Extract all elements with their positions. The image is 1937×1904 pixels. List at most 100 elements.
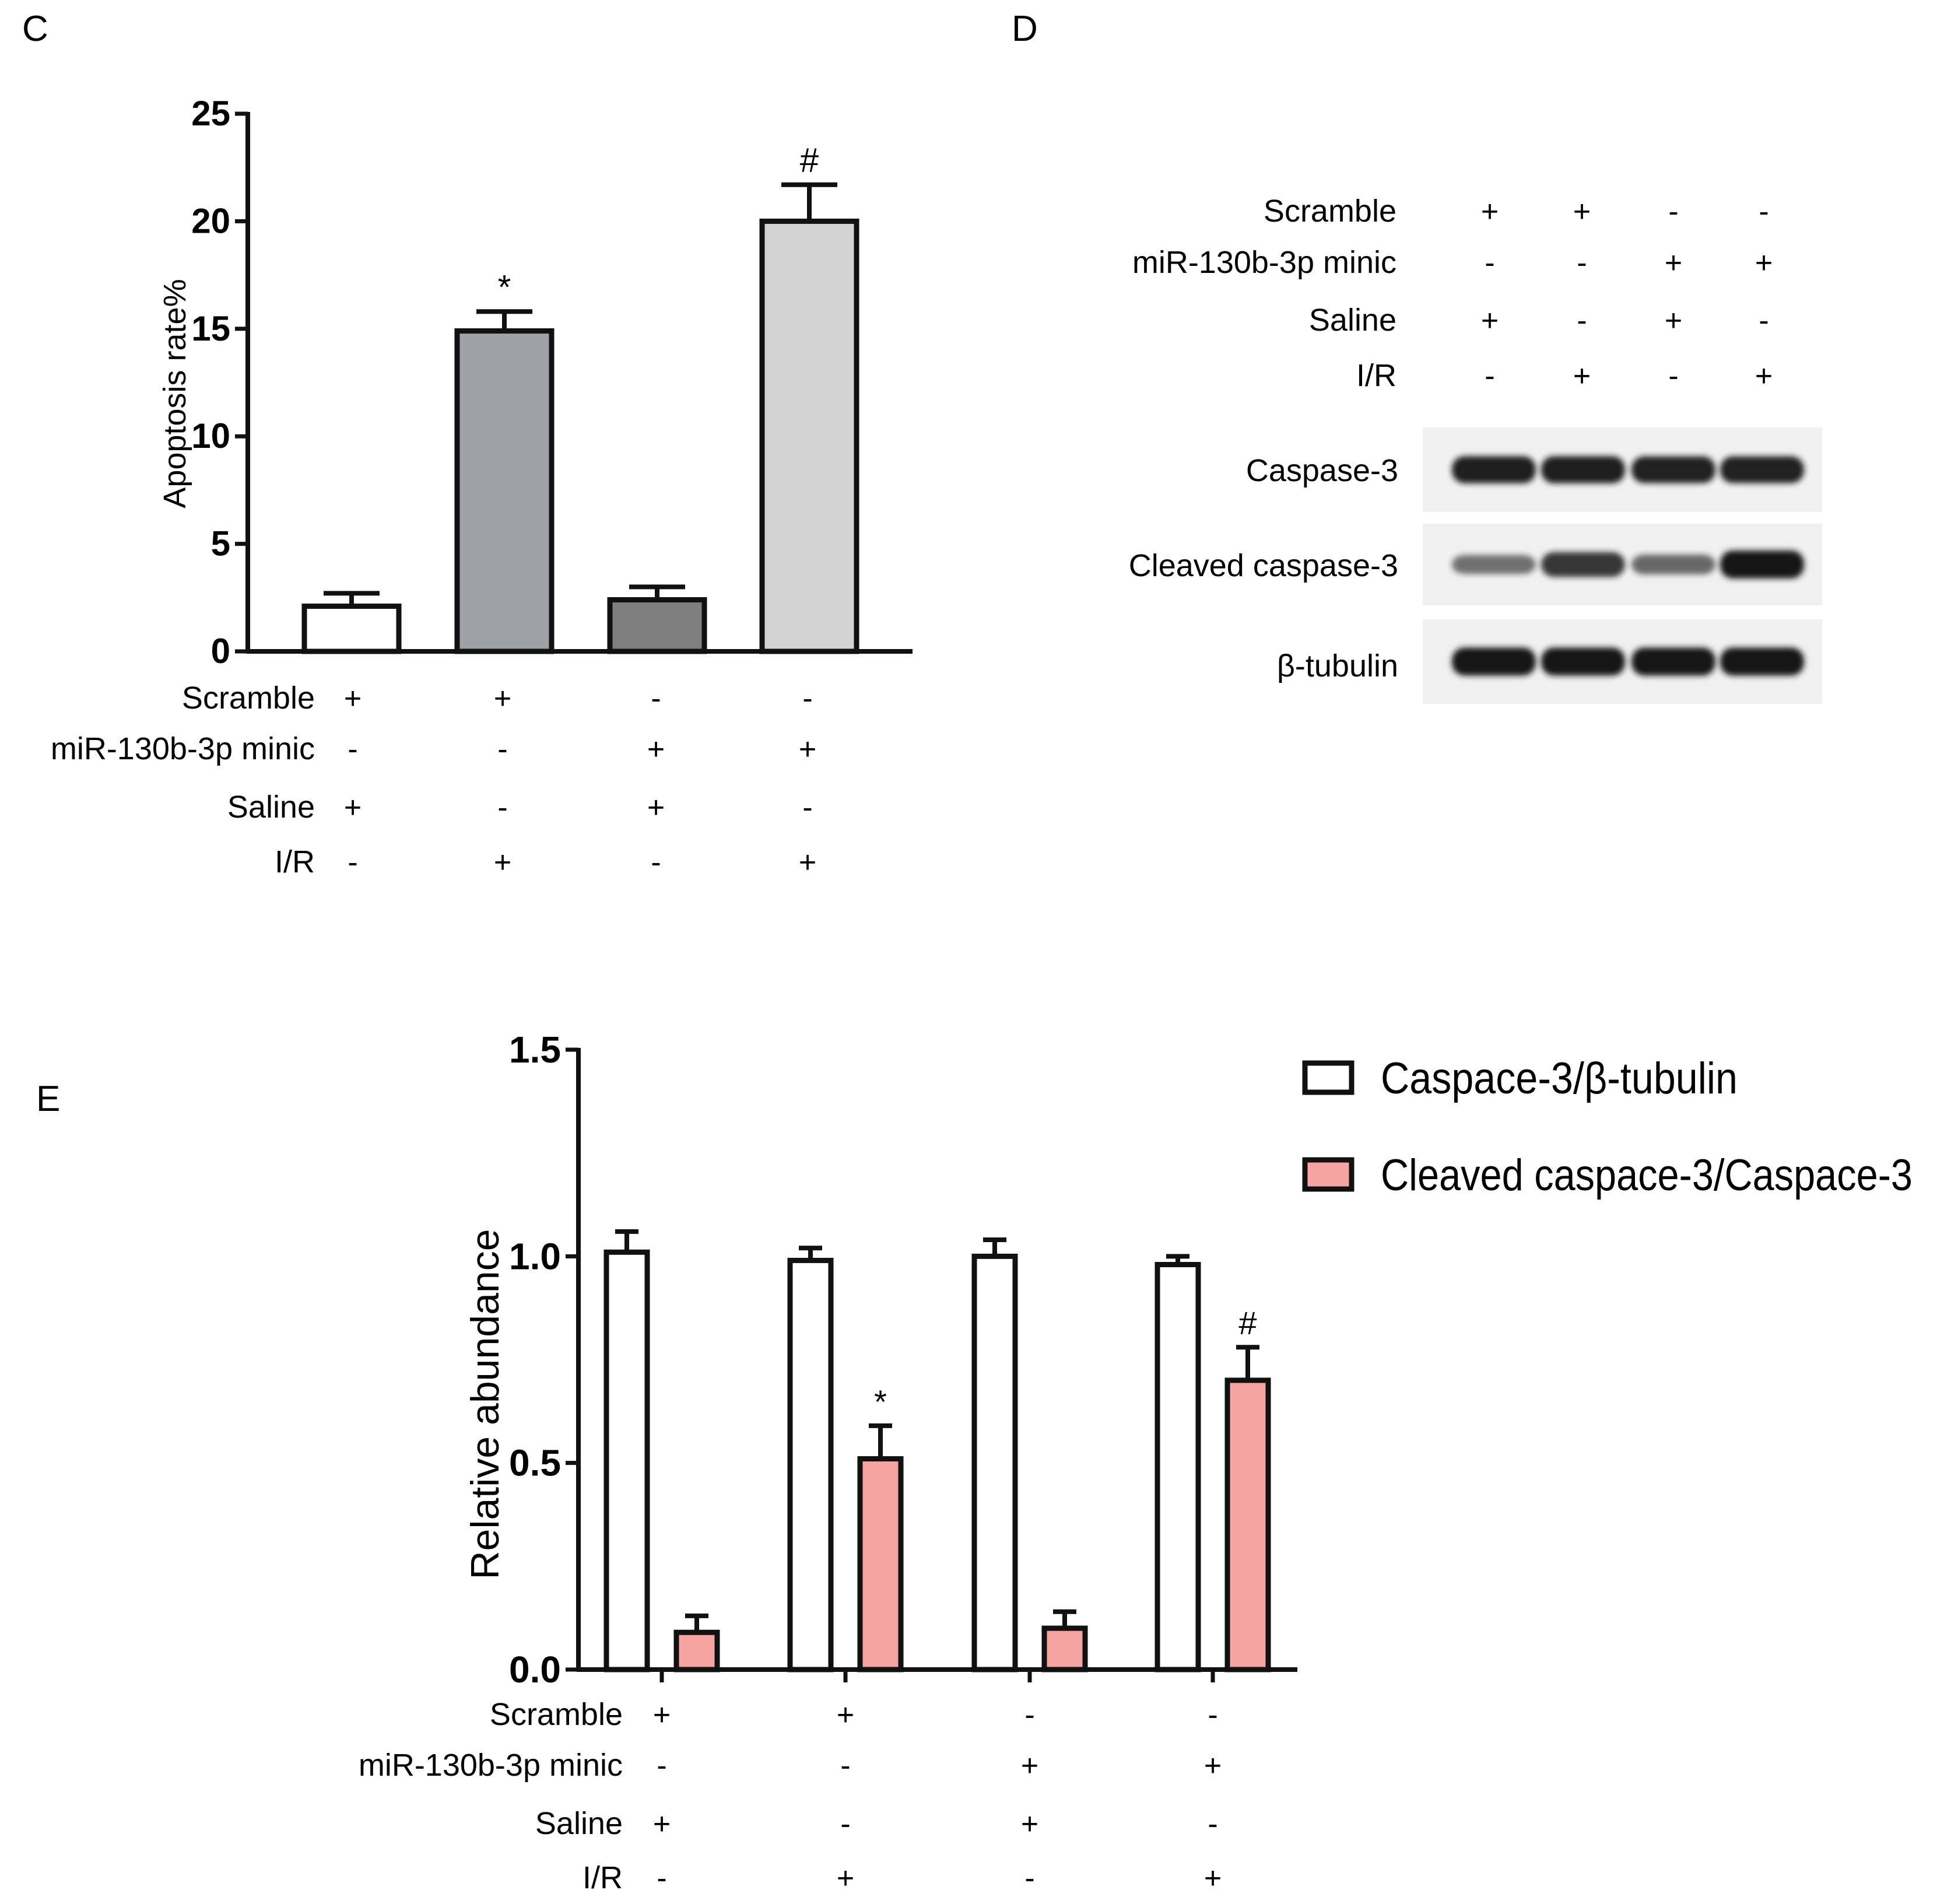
d-blot-row-label: β-tubulin xyxy=(1277,648,1398,683)
c-treatment-sign: - xyxy=(802,791,812,825)
panel-c-apoptosis-chart: Apoptosis rate% 0 5 10 15 20 25 * # Scramble + +… xyxy=(51,94,913,879)
e-treatment-label: miR-130b-3p minic xyxy=(359,1748,623,1783)
c-y-tick-label: 25 xyxy=(191,94,230,133)
e-treatment-sign: + xyxy=(653,1698,671,1732)
d-treatment-sign: + xyxy=(1573,195,1591,229)
d-blot-band xyxy=(1720,550,1804,578)
panel-d-western-blot: Scramble + + - - miR-130b-3p minic - - + + Saline +… xyxy=(1129,194,1822,704)
c-treatment-label: miR-130b-3p minic xyxy=(51,731,315,766)
c-y-tick-label: 10 xyxy=(191,416,230,455)
e-bar-caspase3 xyxy=(1155,1262,1201,1672)
c-treatment-sign: - xyxy=(497,732,507,766)
c-y-axis-label: Apoptosis rate% xyxy=(157,279,192,508)
d-blot-row-label: Cleaved caspase-3 xyxy=(1129,548,1398,583)
d-treatment-sign: - xyxy=(1668,195,1678,229)
d-treatment-sign: + xyxy=(1665,304,1682,338)
c-treatment-label: Saline xyxy=(227,790,315,825)
d-blot-band xyxy=(1452,456,1536,483)
d-treatment-sign: - xyxy=(1485,359,1494,393)
e-treatment-sign: - xyxy=(840,1749,850,1783)
e-legend-label: Caspace-3/β-tubulin xyxy=(1381,1054,1738,1103)
e-treatment-label: Scramble xyxy=(490,1697,623,1732)
d-blot-band xyxy=(1720,456,1804,483)
e-bar-cleaved-caspase3 xyxy=(857,1456,904,1672)
e-legend-swatch xyxy=(1302,1157,1355,1192)
e-bar-cleaved-caspase3 xyxy=(1041,1625,1088,1672)
d-treatment-sign: + xyxy=(1665,246,1682,280)
e-treatment-sign: + xyxy=(653,1807,671,1841)
e-treatment-sign: - xyxy=(1208,1698,1217,1732)
e-treatment-sign: + xyxy=(1021,1749,1038,1783)
c-bar xyxy=(607,597,707,654)
e-bar-caspase3 xyxy=(971,1253,1018,1672)
c-treatment-label: Scramble xyxy=(182,681,315,716)
d-treatment-sign: + xyxy=(1755,246,1773,280)
e-treatment-sign: - xyxy=(657,1861,666,1895)
d-treatment-sign: - xyxy=(1577,246,1587,280)
e-bar-cleaved-caspase3 xyxy=(1224,1377,1271,1672)
e-treatment-sign: + xyxy=(837,1861,854,1895)
e-treatment-sign: - xyxy=(657,1749,666,1783)
e-treatment-sign: + xyxy=(1204,1749,1222,1783)
e-y-tick-label: 0.5 xyxy=(509,1442,561,1484)
c-bar xyxy=(759,218,859,654)
d-treatment-label: Saline xyxy=(1309,303,1396,338)
e-treatment-label: Saline xyxy=(535,1806,623,1841)
c-y-tick-label: 20 xyxy=(191,201,230,240)
c-treatment-sign: + xyxy=(647,732,665,766)
d-blot-band xyxy=(1631,555,1715,574)
c-treatment-sign: - xyxy=(348,732,357,766)
c-y-tick-label: 0 xyxy=(211,632,230,671)
e-treatment-sign: - xyxy=(840,1807,850,1841)
d-blot-band xyxy=(1720,647,1804,676)
e-y-tick-label: 1.5 xyxy=(509,1029,561,1071)
d-treatment-label: Scramble xyxy=(1264,194,1396,229)
e-bar-cleaved-caspase3 xyxy=(673,1629,720,1672)
c-treatment-sign: - xyxy=(651,682,661,716)
c-significance-marker: * xyxy=(498,268,511,306)
d-blot-band xyxy=(1452,647,1536,676)
e-y-tick-label: 1.0 xyxy=(509,1235,561,1277)
c-treatment-sign: - xyxy=(348,846,357,879)
e-legend-swatch xyxy=(1302,1060,1355,1095)
c-treatment-sign: - xyxy=(651,846,661,879)
c-y-tick-label: 5 xyxy=(211,524,230,563)
d-treatment-sign: + xyxy=(1481,304,1499,338)
e-legend-label: Cleaved caspace-3/Caspace-3 xyxy=(1381,1151,1913,1200)
panel-label-e: E xyxy=(36,1079,60,1119)
c-significance-marker: # xyxy=(800,142,819,180)
c-treatment-sign: + xyxy=(799,732,816,766)
c-treatment-sign: + xyxy=(647,791,665,825)
c-bar xyxy=(301,604,402,654)
c-treatment-sign: + xyxy=(494,682,511,716)
c-treatment-sign: + xyxy=(799,846,816,879)
c-bar xyxy=(454,328,555,654)
e-treatment-sign: + xyxy=(1021,1807,1038,1841)
e-treatment-sign: - xyxy=(1208,1807,1217,1841)
c-treatment-sign: + xyxy=(344,682,362,716)
d-blot-row-label: Caspase-3 xyxy=(1246,453,1398,488)
e-y-tick-label: 0.0 xyxy=(509,1649,561,1691)
d-treatment-label: miR-130b-3p minic xyxy=(1132,245,1396,280)
c-treatment-sign: - xyxy=(497,791,507,825)
d-blot-band xyxy=(1631,647,1715,676)
e-treatment-sign: - xyxy=(1024,1698,1034,1732)
d-blot-band xyxy=(1541,552,1625,577)
d-treatment-sign: - xyxy=(1577,304,1587,338)
d-blot-band xyxy=(1452,555,1536,574)
d-blot-band xyxy=(1631,456,1715,483)
d-blot-band xyxy=(1541,647,1625,676)
c-y-tick-label: 15 xyxy=(191,309,230,348)
c-treatment-sign: + xyxy=(344,791,362,825)
panel-label-c: C xyxy=(22,9,48,49)
panel-label-d: D xyxy=(1012,9,1038,49)
c-treatment-label: I/R xyxy=(275,844,315,879)
d-treatment-label: I/R xyxy=(1356,358,1396,393)
e-treatment-sign: - xyxy=(1024,1861,1034,1895)
e-y-axis-label: Relative abundance xyxy=(463,1229,507,1579)
e-legend: Caspace-3/β-tubulin Cleaved caspace-3/Cas… xyxy=(1302,1054,1913,1200)
e-significance-marker: * xyxy=(874,1383,887,1420)
d-treatment-sign: + xyxy=(1573,359,1591,393)
